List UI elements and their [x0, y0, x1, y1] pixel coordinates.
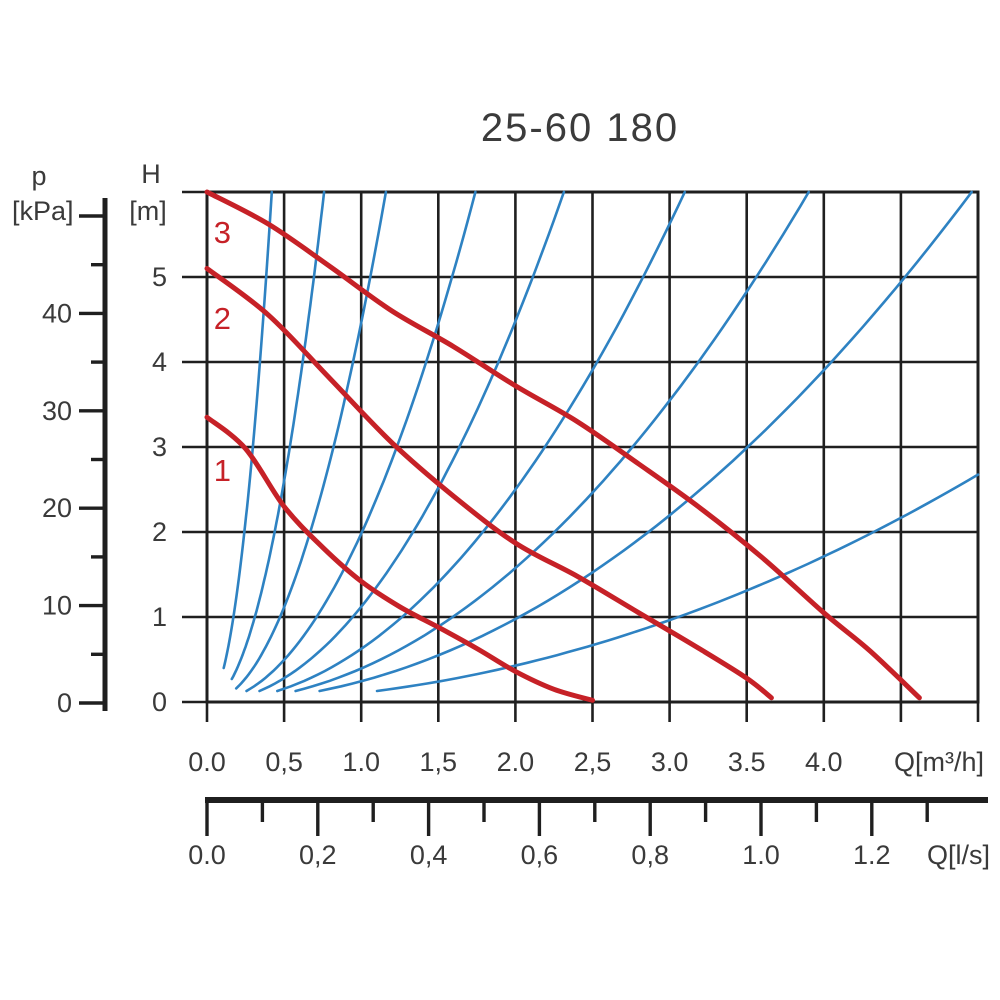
- head-tick-label: 5: [152, 262, 167, 292]
- pressure-tick-label: 20: [42, 493, 72, 523]
- flow-m3h-tick-label: 0,5: [265, 747, 303, 777]
- flow-ls-tick-label: 0,4: [410, 840, 448, 870]
- flow-m3h-tick-label: 4.0: [805, 747, 843, 777]
- head-axis-symbol: H: [141, 159, 161, 189]
- flow-ls-tick-label: 0,2: [299, 840, 337, 870]
- system-curve: [318, 190, 974, 693]
- pressure-axis: 0 10 20 30 40: [42, 198, 108, 718]
- flow-m3h-tick-label: 2.0: [497, 747, 535, 777]
- flow-axis-ls: 0.0 0,2 0,4 0,6 0,8 1.0 1.2 Q[l/s]: [188, 797, 990, 870]
- head-tick-label: 3: [152, 432, 167, 462]
- page-title: 25-60 180: [480, 106, 680, 150]
- pressure-tick-label: 10: [42, 591, 72, 621]
- flow-m3h-tick-label: 1,5: [420, 747, 458, 777]
- pump-curve-speed-1: [204, 414, 595, 703]
- flow-ls-unit-label: Q[l/s]: [927, 840, 990, 870]
- head-tick-label: 4: [152, 347, 167, 377]
- pressure-tick-label: 0: [57, 688, 72, 718]
- flow-ls-tick-label: 0,6: [521, 840, 559, 870]
- flow-ls-tick-label: 0.0: [188, 840, 226, 870]
- head-axis-unit: [m]: [129, 196, 167, 226]
- system-curve: [230, 190, 326, 681]
- head-tick-label: 0: [152, 687, 167, 717]
- system-curve: [234, 190, 388, 690]
- head-tick-label: 1: [152, 602, 167, 632]
- grid-lines: [182, 190, 980, 722]
- pressure-axis-symbol: p: [31, 161, 47, 191]
- flow-m3h-tick-label: 1.0: [342, 747, 380, 777]
- pump-curves-group: 1 2 3: [204, 189, 922, 703]
- flow-ls-tick-label: 0,8: [631, 840, 669, 870]
- system-curve: [275, 190, 687, 693]
- flow-ls-tick-label: 1.0: [742, 840, 780, 870]
- pump-curve-label-2: 2: [214, 301, 231, 336]
- pump-curve-label-3: 3: [214, 215, 231, 250]
- flow-m3h-tick-label: 2,5: [574, 747, 612, 777]
- flow-ls-tick-label: 1.2: [853, 840, 891, 870]
- system-curve: [375, 473, 980, 693]
- flow-axis-m3h: 0.0 0,5 1.0 1,5 2.0 2,5 3.0 3.5 4.0 Q[m³/h]: [188, 747, 984, 777]
- system-curve: [294, 190, 811, 693]
- flow-m3h-unit-label: Q[m³/h]: [894, 747, 984, 777]
- flow-m3h-tick-label: 3.0: [651, 747, 689, 777]
- system-curve: [222, 190, 274, 670]
- pump-curve-label-1: 1: [214, 453, 231, 488]
- pump-curve-speed-2: [204, 266, 774, 701]
- pressure-tick-label: 30: [42, 396, 72, 426]
- system-curve: [245, 190, 477, 693]
- pressure-axis-unit: [kPa]: [12, 196, 74, 226]
- system-curve: [258, 190, 566, 693]
- pump-curve-speed-3: [204, 189, 922, 701]
- flow-m3h-tick-label: 0.0: [188, 747, 226, 777]
- head-axis-ticks: 0 1 2 3 4 5: [152, 262, 167, 717]
- flow-m3h-tick-label: 3.5: [728, 747, 766, 777]
- pressure-tick-label: 40: [42, 298, 72, 328]
- head-tick-label: 2: [152, 517, 167, 547]
